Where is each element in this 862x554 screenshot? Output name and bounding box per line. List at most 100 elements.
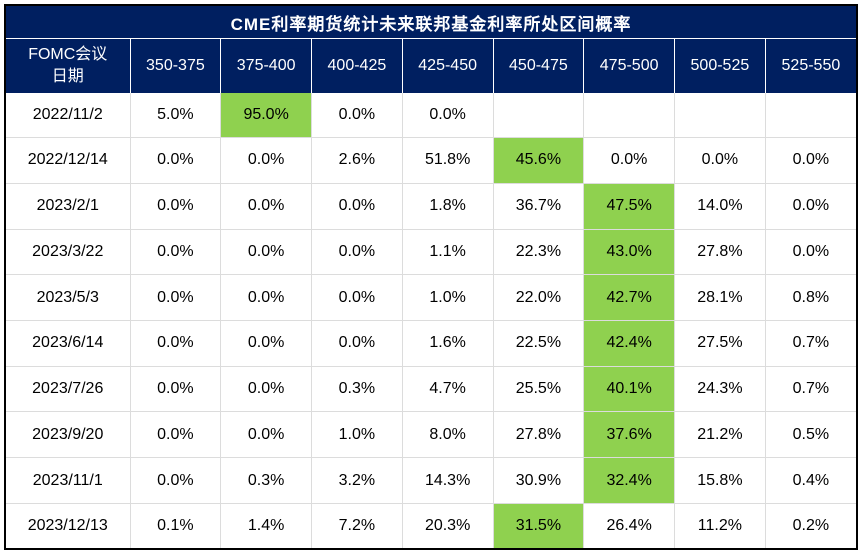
probability-cell: 1.4%: [220, 503, 312, 548]
row-header-label-line2: 日期: [51, 68, 84, 85]
probability-cell: 0.0%: [311, 183, 403, 230]
probability-cell: 24.3%: [674, 366, 766, 413]
row-header-label: FOMC会议 日期: [6, 38, 131, 93]
probability-cell: [583, 93, 675, 139]
probability-cell: 3.2%: [311, 457, 403, 504]
table-title-row: CME利率期货统计未来联邦基金利率所处区间概率: [6, 6, 856, 39]
probability-cell: 0.0%: [130, 320, 222, 367]
probability-cell: 0.0%: [130, 411, 222, 459]
probability-cell: 0.0%: [311, 274, 403, 321]
meeting-date-cell: 2023/12/13: [6, 503, 131, 548]
probability-cell: 0.0%: [220, 137, 312, 184]
probability-table-container: CME利率期货统计未来联邦基金利率所处区间概率 FOMC会议 日期 350-37…: [4, 4, 858, 550]
meeting-date-cell: 2023/3/22: [6, 229, 131, 276]
probability-cell: 22.3%: [493, 229, 585, 276]
probability-cell: [493, 93, 585, 139]
table-row: 2023/6/14 0.0% 0.0% 0.0% 1.6% 22.5% 42.4% 27.5%…: [6, 320, 856, 367]
table-title: CME利率期货统计未来联邦基金利率所处区间概率: [6, 6, 856, 39]
probability-cell: 27.5%: [674, 320, 766, 367]
probability-cell: 20.3%: [402, 503, 494, 548]
probability-cell: 0.0%: [311, 320, 403, 367]
probability-cell-highlighted: 32.4%: [583, 457, 675, 504]
probability-table: CME利率期货统计未来联邦基金利率所处区间概率 FOMC会议 日期 350-37…: [6, 6, 856, 548]
probability-cell: 1.6%: [402, 320, 494, 367]
meeting-date-cell: 2023/7/26: [6, 366, 131, 413]
probability-cell: 0.0%: [765, 137, 856, 184]
meeting-date-cell: 2023/2/1: [6, 183, 131, 230]
table-row: 2023/7/26 0.0% 0.0% 0.3% 4.7% 25.5% 40.1% 24.3%…: [6, 366, 856, 413]
probability-cell-highlighted: 47.5%: [583, 183, 675, 230]
probability-cell: 26.4%: [583, 503, 675, 548]
probability-cell-highlighted: 37.6%: [583, 411, 675, 459]
probability-cell-highlighted: 43.0%: [583, 229, 675, 276]
probability-cell: 14.3%: [402, 457, 494, 504]
probability-cell: 4.7%: [402, 366, 494, 413]
probability-cell: 27.8%: [674, 229, 766, 276]
probability-cell: 0.0%: [130, 457, 222, 504]
column-header-row: FOMC会议 日期 350-375 375-400 400-425 425-450 45…: [6, 38, 856, 93]
probability-cell: 0.7%: [765, 366, 856, 413]
probability-cell: 14.0%: [674, 183, 766, 230]
column-header-350-375: 350-375: [130, 38, 222, 93]
probability-cell: 1.8%: [402, 183, 494, 230]
column-header-525-550: 525-550: [765, 38, 856, 93]
table-row: 2023/5/3 0.0% 0.0% 0.0% 1.0% 22.0% 42.7% 28.1% 0…: [6, 274, 856, 321]
meeting-date-cell: 2023/9/20: [6, 411, 131, 459]
probability-cell: 0.0%: [220, 366, 312, 413]
probability-cell: 0.0%: [220, 411, 312, 459]
probability-cell: 0.3%: [311, 366, 403, 413]
probability-cell: 0.8%: [765, 274, 856, 321]
probability-cell: 0.0%: [220, 183, 312, 230]
probability-cell: 0.0%: [130, 366, 222, 413]
probability-cell: [674, 93, 766, 139]
probability-cell: 22.5%: [493, 320, 585, 367]
meeting-date-cell: 2022/11/2: [6, 93, 131, 139]
probability-cell: 0.0%: [674, 137, 766, 184]
probability-cell: 0.0%: [765, 183, 856, 230]
probability-cell: 11.2%: [674, 503, 766, 548]
probability-cell: 0.0%: [583, 137, 675, 184]
probability-cell-highlighted: 42.7%: [583, 274, 675, 321]
probability-cell: 0.0%: [311, 229, 403, 276]
probability-cell: 0.0%: [130, 274, 222, 321]
probability-cell: 1.1%: [402, 229, 494, 276]
probability-cell: 1.0%: [311, 411, 403, 459]
meeting-date-cell: 2022/12/14: [6, 137, 131, 184]
probability-cell: 0.1%: [130, 503, 222, 548]
probability-cell: 36.7%: [493, 183, 585, 230]
probability-cell-highlighted: 40.1%: [583, 366, 675, 413]
probability-cell: 21.2%: [674, 411, 766, 459]
probability-cell: 27.8%: [493, 411, 585, 459]
probability-cell: [765, 93, 856, 139]
column-header-425-450: 425-450: [402, 38, 494, 93]
probability-cell: 8.0%: [402, 411, 494, 459]
probability-cell-highlighted: 42.4%: [583, 320, 675, 367]
probability-cell: 15.8%: [674, 457, 766, 504]
probability-cell: 2.6%: [311, 137, 403, 184]
probability-cell: 5.0%: [130, 93, 222, 139]
probability-cell: 0.0%: [311, 93, 403, 139]
probability-cell: 0.4%: [765, 457, 856, 504]
probability-cell: 0.0%: [402, 93, 494, 139]
probability-cell-highlighted: 31.5%: [493, 503, 585, 548]
meeting-date-cell: 2023/5/3: [6, 274, 131, 321]
probability-cell: 0.0%: [130, 137, 222, 184]
table-row: 2023/12/13 0.1% 1.4% 7.2% 20.3% 31.5% 26.4% 11.…: [6, 503, 856, 548]
probability-cell: 0.0%: [220, 229, 312, 276]
meeting-date-cell: 2023/11/1: [6, 457, 131, 504]
column-header-500-525: 500-525: [674, 38, 766, 93]
probability-cell: 0.0%: [130, 229, 222, 276]
probability-cell: 0.2%: [792, 516, 830, 534]
column-header-475-500: 475-500: [583, 38, 675, 93]
probability-cell: 0.0%: [220, 274, 312, 321]
probability-cell: 0.0%: [130, 183, 222, 230]
row-header-label-line1: FOMC会议: [28, 46, 108, 63]
table-row: 2022/11/2 5.0% 95.0% 0.0% 0.0%: [6, 93, 856, 139]
table-body: 2022/11/2 5.0% 95.0% 0.0% 0.0% 2022/12/14 0.0%…: [6, 93, 856, 548]
column-header-375-400: 375-400: [220, 38, 312, 93]
probability-cell: 0.5%: [765, 411, 856, 459]
probability-cell: 30.9%: [493, 457, 585, 504]
probability-cell: 0.3%: [220, 457, 312, 504]
probability-cell: 25.5%: [493, 366, 585, 413]
column-header-450-475: 450-475: [493, 38, 585, 93]
